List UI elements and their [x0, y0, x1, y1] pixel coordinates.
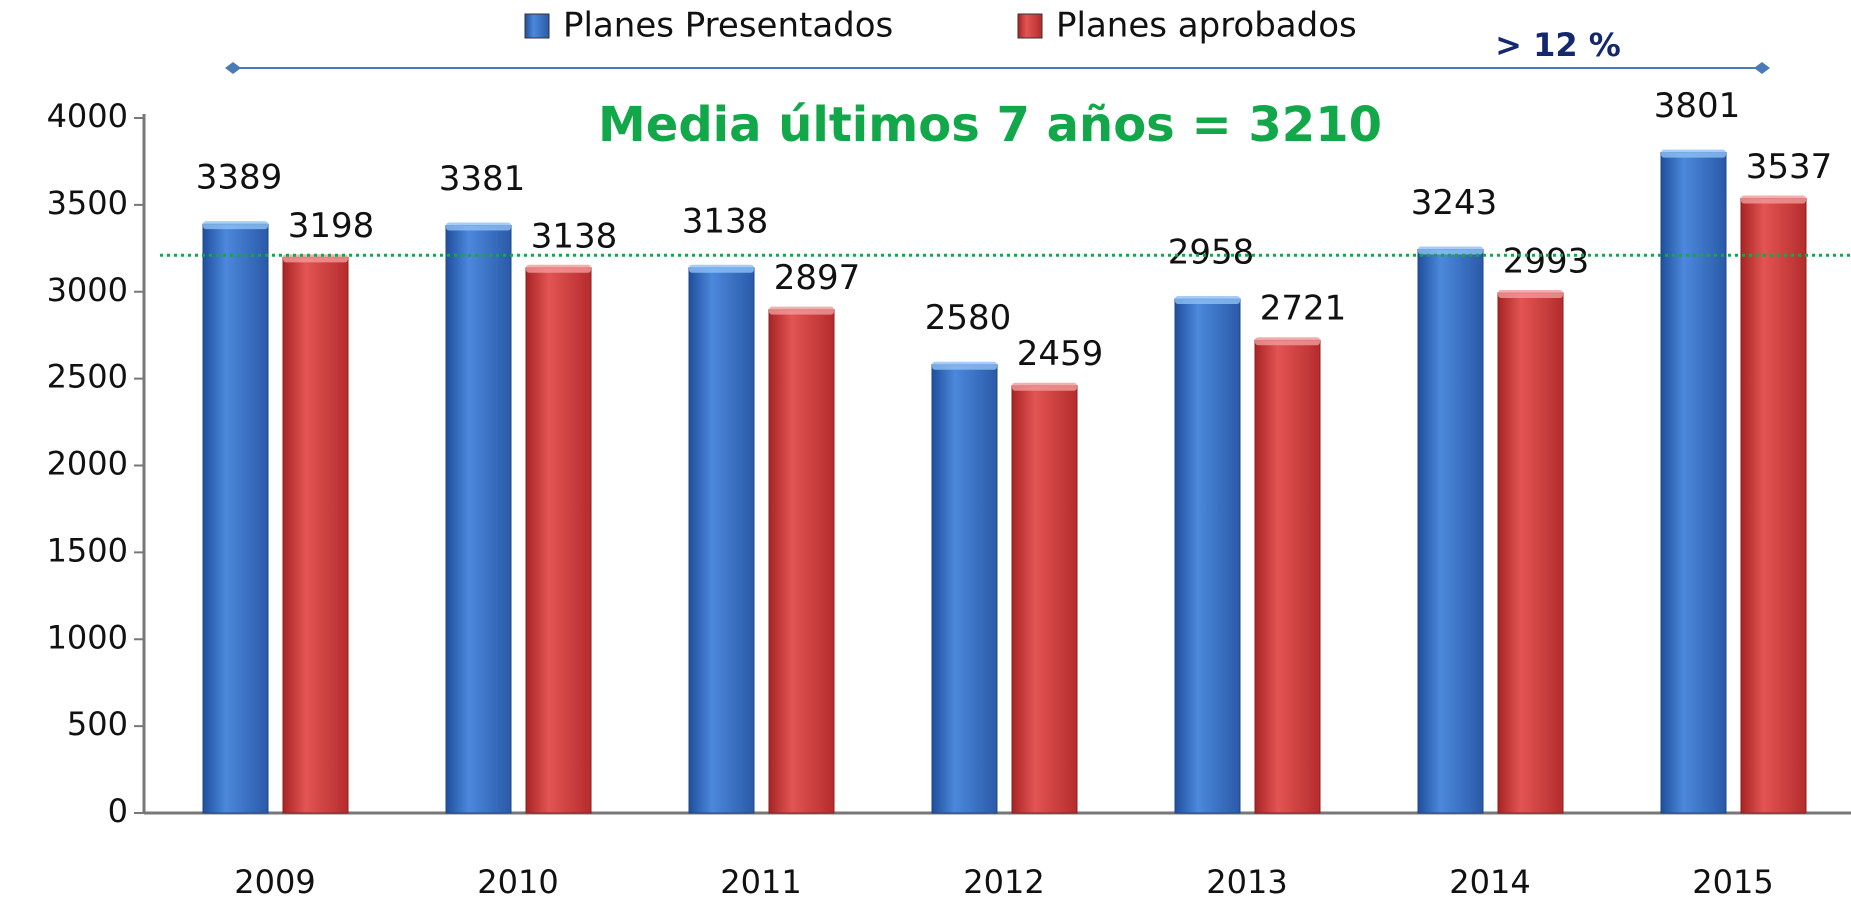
annotation: > 12 % — [1495, 26, 1621, 64]
legend-label: Planes Presentados — [563, 6, 893, 46]
bar-cap — [1418, 246, 1483, 255]
data-label: 2897 — [774, 258, 861, 298]
bar — [768, 309, 835, 814]
y-tick-label: 1000 — [47, 618, 128, 656]
y-tick-label: 2000 — [47, 445, 128, 483]
bar — [1497, 292, 1564, 814]
bar-cap — [689, 264, 754, 273]
bar — [1174, 298, 1241, 814]
y-tick-label: 1500 — [47, 531, 128, 569]
y-tick-label: 0 — [108, 792, 128, 830]
legend-swatch — [524, 13, 550, 39]
bar-cap — [283, 254, 348, 263]
data-label: 3198 — [288, 206, 375, 246]
bar — [1740, 197, 1807, 814]
bar-cap — [769, 306, 834, 315]
data-label: 2459 — [1017, 334, 1104, 374]
bar-cap — [1175, 296, 1240, 305]
bar-cap — [932, 361, 997, 370]
bar-cap — [1741, 195, 1806, 204]
bar — [1417, 249, 1484, 814]
bar — [931, 364, 998, 814]
data-label: 3381 — [439, 159, 526, 199]
bar-cap — [203, 221, 268, 230]
data-label: 3389 — [196, 158, 283, 198]
bar — [1660, 152, 1727, 814]
bar — [202, 223, 269, 814]
bar — [282, 256, 349, 814]
data-label: 2721 — [1260, 289, 1347, 329]
x-tick-label: 2010 — [477, 863, 558, 901]
y-tick-label: 2500 — [47, 358, 128, 396]
bar — [1011, 385, 1078, 814]
x-tick-label: 2009 — [234, 863, 315, 901]
y-tick-label: 3500 — [47, 184, 128, 222]
x-tick-label: 2013 — [1206, 863, 1287, 901]
bar-cap — [1498, 289, 1563, 298]
bar-cap — [1012, 382, 1077, 391]
y-tick-label: 500 — [67, 705, 128, 743]
bar — [445, 225, 512, 814]
y-tick-label: 4000 — [47, 97, 128, 135]
chart-title: Media últimos 7 años = 3210 — [598, 97, 1382, 153]
x-tick-label: 2015 — [1692, 863, 1773, 901]
data-label: 2993 — [1503, 241, 1590, 281]
bar — [1254, 339, 1321, 814]
bar — [525, 267, 592, 814]
x-tick-label: 2011 — [720, 863, 801, 901]
y-tick-label: 3000 — [47, 271, 128, 309]
data-label: 3243 — [1411, 183, 1498, 223]
bar-cap — [526, 264, 591, 273]
data-label: 3138 — [531, 216, 618, 256]
bar-cap — [1661, 149, 1726, 158]
x-tick-label: 2014 — [1449, 863, 1530, 901]
legend-swatch — [1017, 13, 1043, 39]
x-tick-label: 2012 — [963, 863, 1044, 901]
data-label: 2958 — [1168, 233, 1255, 273]
data-label: 3801 — [1654, 86, 1741, 126]
data-label: 3138 — [682, 201, 769, 241]
legend-label: Planes aprobados — [1056, 6, 1357, 46]
data-label: 3537 — [1746, 147, 1833, 187]
bar — [688, 267, 755, 814]
bar-cap — [1255, 337, 1320, 346]
data-label: 2580 — [925, 298, 1012, 338]
bar-cap — [446, 222, 511, 231]
